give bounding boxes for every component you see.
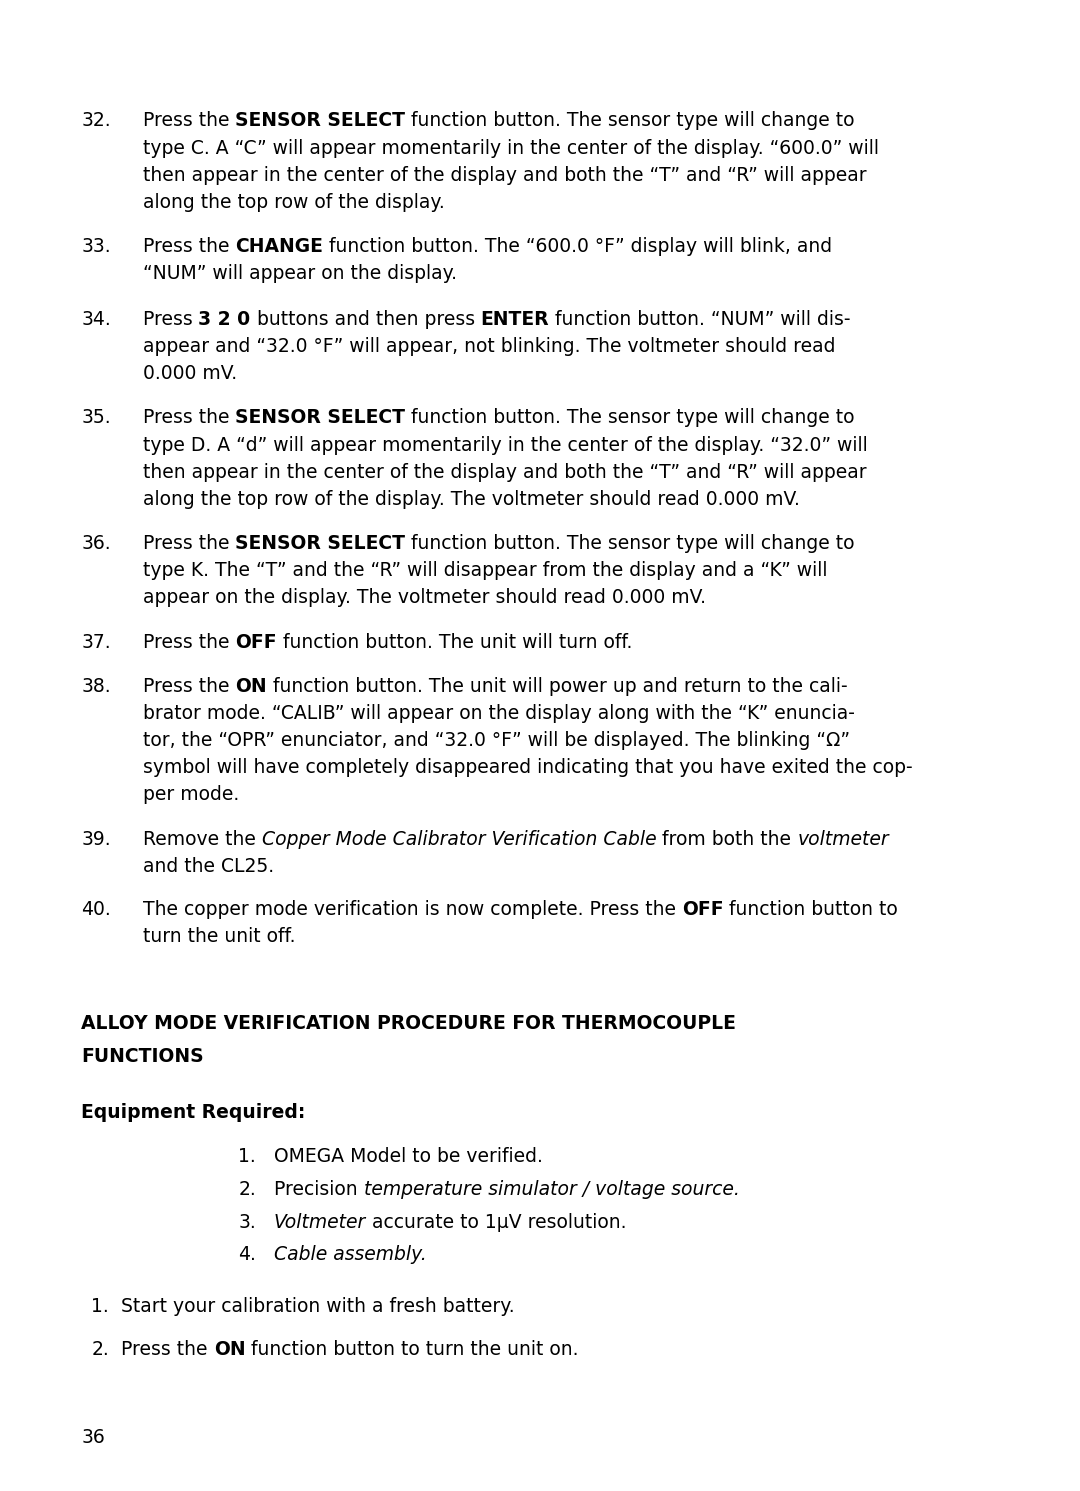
Text: function button. The sensor type will change to: function button. The sensor type will ch… [405, 409, 854, 428]
Text: Copper Mode Calibrator Verification Cable: Copper Mode Calibrator Verification Cabl… [261, 830, 657, 848]
Text: Voltmeter: Voltmeter [274, 1212, 366, 1232]
Text: function button. The “600.0 °F” display will blink, and: function button. The “600.0 °F” display … [323, 237, 833, 256]
Text: 40.: 40. [81, 899, 111, 918]
Text: from both the: from both the [657, 830, 797, 848]
Text: OMEGA Model to be verified.: OMEGA Model to be verified. [274, 1147, 543, 1166]
Text: tor, the “OPR” enunciator, and “32.0 °F” will be displayed. The blinking “Ω”: tor, the “OPR” enunciator, and “32.0 °F”… [143, 731, 850, 750]
Text: ON: ON [214, 1339, 245, 1358]
Text: buttons and then press: buttons and then press [251, 310, 481, 330]
Text: temperature simulator / voltage source.: temperature simulator / voltage source. [364, 1179, 740, 1199]
Text: 35.: 35. [81, 409, 111, 428]
Text: CHANGE: CHANGE [235, 237, 323, 256]
Text: ALLOY MODE VERIFICATION PROCEDURE FOR THERMOCOUPLE: ALLOY MODE VERIFICATION PROCEDURE FOR TH… [81, 1014, 737, 1033]
Text: Press the: Press the [143, 677, 235, 696]
Text: per mode.: per mode. [143, 786, 239, 805]
Text: function button. The unit will power up and return to the cali-: function button. The unit will power up … [267, 677, 848, 696]
Text: The copper mode verification is now complete. Press the: The copper mode verification is now comp… [143, 899, 681, 918]
Text: 36: 36 [81, 1428, 105, 1448]
Text: brator mode. “CALIB” will appear on the display along with the “K” enuncia-: brator mode. “CALIB” will appear on the … [143, 704, 854, 723]
Text: function button. The sensor type will change to: function button. The sensor type will ch… [405, 534, 854, 553]
Text: Press the: Press the [143, 534, 235, 553]
Text: 3 2 0: 3 2 0 [199, 310, 251, 330]
Text: appear and “32.0 °F” will appear, not blinking. The voltmeter should read: appear and “32.0 °F” will appear, not bl… [143, 337, 835, 356]
Text: function button to: function button to [724, 899, 899, 918]
Text: SENSOR SELECT: SENSOR SELECT [235, 409, 405, 428]
Text: function button. The unit will turn off.: function button. The unit will turn off. [276, 632, 632, 652]
Text: OFF: OFF [681, 899, 724, 918]
Text: type C. A “C” will appear momentarily in the center of the display. “600.0” will: type C. A “C” will appear momentarily in… [143, 139, 879, 158]
Text: 2.: 2. [92, 1339, 109, 1358]
Text: 36.: 36. [81, 534, 111, 553]
Text: Press the: Press the [121, 1339, 214, 1358]
Text: and the CL25.: and the CL25. [143, 857, 274, 875]
Text: appear on the display. The voltmeter should read 0.000 mV.: appear on the display. The voltmeter sho… [143, 589, 705, 607]
Text: accurate to 1μV resolution.: accurate to 1μV resolution. [366, 1212, 626, 1232]
Text: Press the: Press the [143, 632, 235, 652]
Text: SENSOR SELECT: SENSOR SELECT [235, 112, 405, 130]
Text: FUNCTIONS: FUNCTIONS [81, 1047, 204, 1066]
Text: Precision: Precision [274, 1179, 364, 1199]
Text: Press the: Press the [143, 409, 235, 428]
Text: 34.: 34. [81, 310, 111, 330]
Text: Start your calibration with a fresh battery.: Start your calibration with a fresh batt… [121, 1297, 515, 1315]
Text: 2.: 2. [239, 1179, 256, 1199]
Text: Cable assembly.: Cable assembly. [274, 1245, 427, 1264]
Text: then appear in the center of the display and both the “T” and “R” will appear: then appear in the center of the display… [143, 462, 866, 482]
Text: OFF: OFF [235, 632, 276, 652]
Text: function button. The sensor type will change to: function button. The sensor type will ch… [405, 112, 854, 130]
Text: 0.000 mV.: 0.000 mV. [143, 364, 237, 383]
Text: 38.: 38. [81, 677, 111, 696]
Text: 3.: 3. [239, 1212, 256, 1232]
Text: function button to turn the unit on.: function button to turn the unit on. [245, 1339, 579, 1358]
Text: turn the unit off.: turn the unit off. [143, 927, 295, 945]
Text: Remove the: Remove the [143, 830, 261, 848]
Text: 1.: 1. [92, 1297, 109, 1315]
Text: voltmeter: voltmeter [797, 830, 889, 848]
Text: 37.: 37. [81, 632, 111, 652]
Text: Equipment Required:: Equipment Required: [81, 1102, 306, 1121]
Text: ON: ON [235, 677, 267, 696]
Text: 32.: 32. [81, 112, 111, 130]
Text: type D. A “d” will appear momentarily in the center of the display. “32.0” will: type D. A “d” will appear momentarily in… [143, 435, 867, 455]
Text: 1.: 1. [239, 1147, 256, 1166]
Text: Press: Press [143, 310, 199, 330]
Text: type K. The “T” and the “R” will disappear from the display and a “K” will: type K. The “T” and the “R” will disappe… [143, 561, 827, 580]
Text: SENSOR SELECT: SENSOR SELECT [235, 534, 405, 553]
Text: “NUM” will appear on the display.: “NUM” will appear on the display. [143, 264, 457, 283]
Text: Press the: Press the [143, 237, 235, 256]
Text: 33.: 33. [81, 237, 111, 256]
Text: 4.: 4. [239, 1245, 256, 1264]
Text: then appear in the center of the display and both the “T” and “R” will appear: then appear in the center of the display… [143, 166, 866, 185]
Text: along the top row of the display. The voltmeter should read 0.000 mV.: along the top row of the display. The vo… [143, 491, 799, 508]
Text: 39.: 39. [81, 830, 111, 848]
Text: along the top row of the display.: along the top row of the display. [143, 192, 444, 212]
Text: ENTER: ENTER [481, 310, 550, 330]
Text: Press the: Press the [143, 112, 235, 130]
Text: symbol will have completely disappeared indicating that you have exited the cop-: symbol will have completely disappeared … [143, 759, 913, 777]
Text: function button. “NUM” will dis-: function button. “NUM” will dis- [550, 310, 851, 330]
